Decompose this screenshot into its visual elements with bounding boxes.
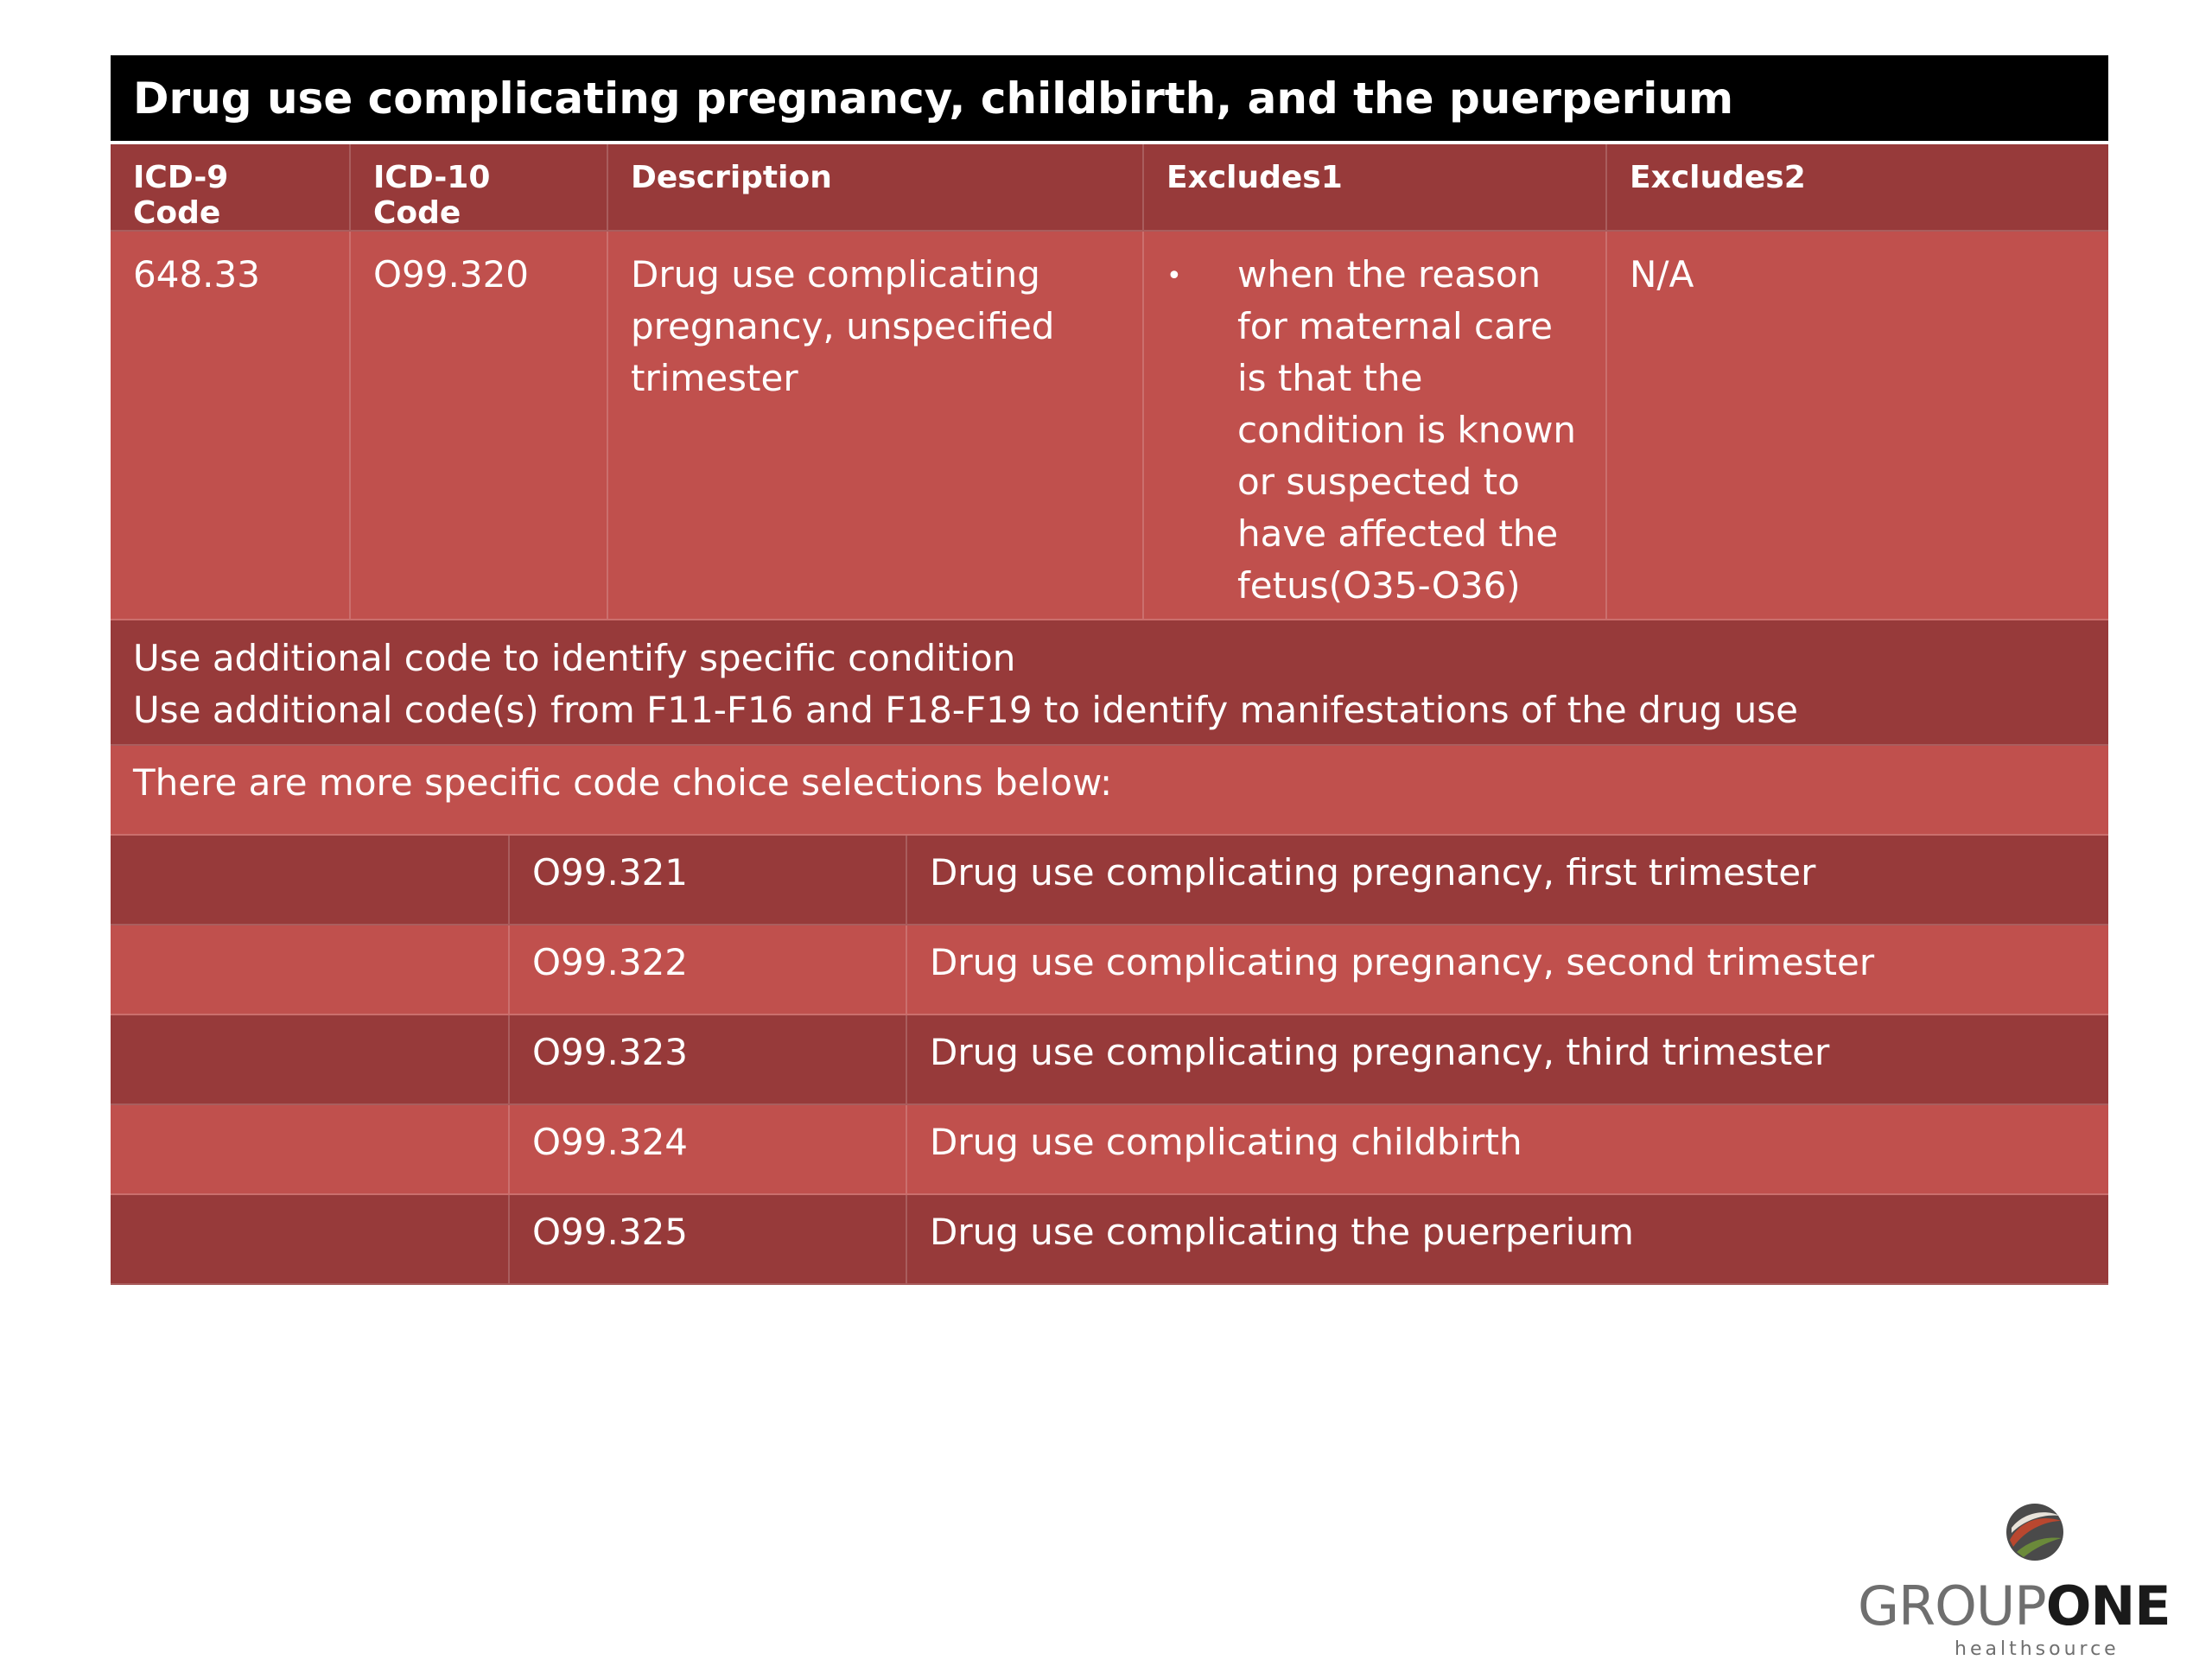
sub-code-description: Drug use complicating childbirth [930, 1121, 1522, 1163]
sub-code: O99.322 [510, 925, 907, 1014]
sub-code-spacer [111, 925, 510, 1014]
header-icd9: ICD-9 Code [111, 144, 351, 231]
sub-code-row: O99.321 Drug use complicating pregnancy,… [111, 836, 2108, 925]
sub-code-description: Drug use complicating pregnancy, third t… [930, 1031, 1830, 1073]
excludes1-list-item: • when the reason for maternal care is t… [1166, 249, 1583, 612]
note-line: Use additional code to identify specific… [133, 637, 1016, 679]
header-excludes1: Excludes1 [1144, 144, 1607, 230]
table-title: Drug use complicating pregnancy, childbi… [111, 55, 2108, 144]
notes-cell: Use additional code to identify specific… [111, 620, 2108, 744]
groupone-logo: GROUPONE healthsource [1858, 1495, 2203, 1660]
logo-text-group: GROUP [1858, 1574, 2047, 1638]
sub-code-row: O99.324 Drug use complicating childbirth [111, 1105, 2108, 1195]
sub-code-description: Drug use complicating pregnancy, second … [930, 941, 1875, 983]
excludes1-text: when the reason for maternal care is tha… [1237, 253, 1577, 607]
logo-wordmark: GROUPONE [1858, 1574, 2203, 1638]
choice-intro-row: There are more specific code choice sele… [111, 746, 2108, 836]
icd-code-table: Drug use complicating pregnancy, childbi… [111, 55, 2108, 1285]
excludes2-value: N/A [1630, 253, 1694, 296]
sub-code-spacer [111, 1105, 510, 1193]
header-excludes2: Excludes2 [1630, 160, 1806, 195]
logo-text-one: ONE [2045, 1574, 2171, 1638]
sub-code-row: O99.323 Drug use complicating pregnancy,… [111, 1015, 2108, 1105]
sub-code-spacer [111, 1195, 510, 1283]
bullet-icon: • [1166, 261, 1182, 291]
choice-intro-text: There are more specific code choice sele… [133, 761, 1113, 804]
note-line: Use additional code(s) from F11-F16 and … [133, 689, 1798, 731]
sub-code: O99.321 [510, 836, 907, 924]
sub-code-spacer [111, 836, 510, 924]
sub-code-row: O99.325 Drug use complicating the puerpe… [111, 1195, 2108, 1285]
sub-code-description: Drug use complicating the puerperium [930, 1211, 1634, 1253]
swirl-logo-icon [2006, 1504, 2063, 1561]
excludes1-cell: • when the reason for maternal care is t… [1144, 232, 1607, 619]
notes-row: Use additional code to identify specific… [111, 620, 2108, 746]
table-row: 648.33 O99.320 Drug use complicating pre… [111, 232, 2108, 620]
icd9-code: 648.33 [111, 232, 351, 619]
header-icd10: ICD-10 Code [351, 144, 608, 231]
sub-code: O99.324 [510, 1105, 907, 1193]
sub-code: O99.325 [510, 1195, 907, 1283]
logo-subtitle: healthsource [1955, 1638, 2120, 1660]
sub-code: O99.323 [510, 1015, 907, 1103]
icd10-code: O99.320 [351, 232, 608, 619]
header-row: ICD-9 Code ICD-10 Code Description Exclu… [111, 144, 2108, 232]
sub-code-description: Drug use complicating pregnancy, first t… [930, 851, 1816, 894]
sub-code-spacer [111, 1015, 510, 1103]
header-description: Description [608, 144, 1144, 230]
sub-code-row: O99.322 Drug use complicating pregnancy,… [111, 925, 2108, 1015]
code-description: Drug use complicating pregnancy, unspeci… [608, 232, 1144, 619]
